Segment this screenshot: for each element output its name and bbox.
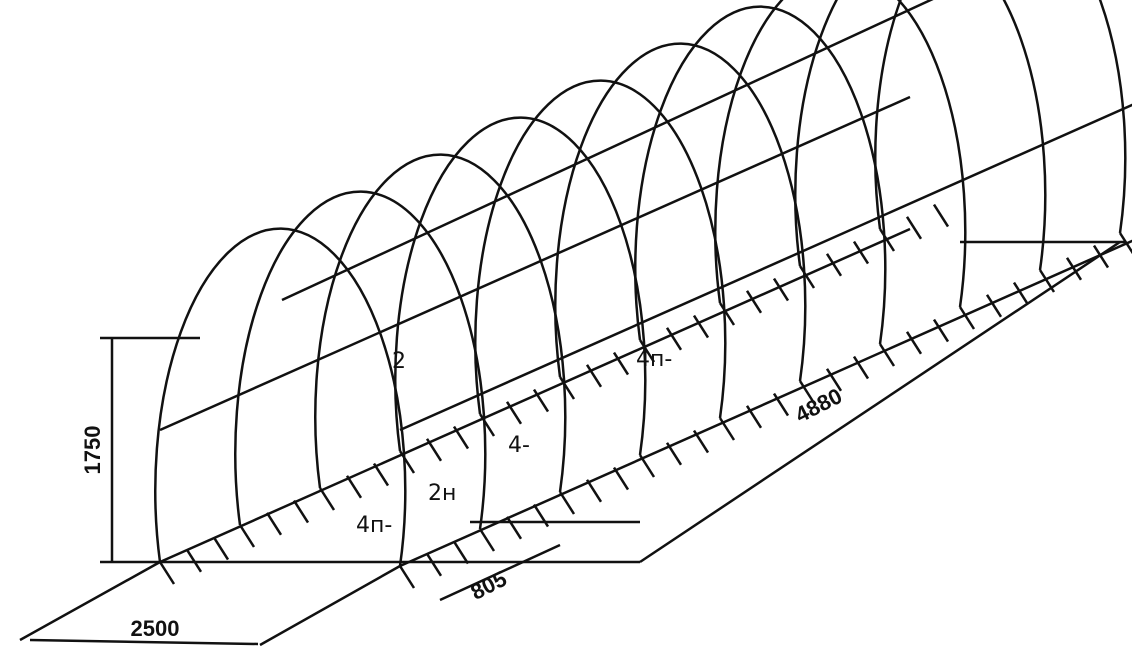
stake xyxy=(238,524,256,548)
stake xyxy=(745,290,763,314)
stake xyxy=(532,388,550,413)
stake xyxy=(745,405,763,429)
stake xyxy=(878,343,896,367)
longitudinal-bar xyxy=(159,227,911,564)
arch xyxy=(314,153,567,493)
stake xyxy=(318,487,336,511)
stake xyxy=(852,355,870,380)
stake xyxy=(718,302,736,326)
stake xyxy=(772,392,790,417)
stake xyxy=(772,277,790,302)
dimension-line xyxy=(439,543,561,602)
stake xyxy=(1012,281,1030,306)
stake xyxy=(425,553,443,577)
stake xyxy=(158,561,176,585)
ground-line xyxy=(19,560,161,642)
longitudinal-bar xyxy=(159,95,911,432)
longitudinal-bar xyxy=(399,103,1132,432)
part-label: 2 xyxy=(392,349,406,374)
stake xyxy=(585,364,603,388)
stake xyxy=(958,306,976,330)
stake xyxy=(852,240,870,265)
ground-line xyxy=(259,564,401,647)
arch xyxy=(714,0,967,308)
stake xyxy=(452,540,470,565)
arch xyxy=(154,227,407,567)
stake xyxy=(932,203,950,228)
stake xyxy=(558,376,576,400)
stake xyxy=(985,294,1003,318)
arch xyxy=(394,116,647,456)
arch xyxy=(874,0,1127,234)
stake xyxy=(665,327,683,351)
stake xyxy=(1065,257,1083,281)
arch xyxy=(234,190,487,530)
stake xyxy=(798,265,816,289)
arch xyxy=(474,79,727,419)
longitudinal-bar xyxy=(399,239,1132,568)
stake xyxy=(612,351,630,376)
stake xyxy=(638,339,656,363)
stake xyxy=(825,368,843,392)
stake xyxy=(825,253,843,277)
stake xyxy=(505,516,523,540)
stake xyxy=(905,216,923,240)
stake xyxy=(585,479,603,503)
stake xyxy=(505,401,523,425)
part-label: 2н xyxy=(428,481,456,506)
part-label: 4- xyxy=(508,433,530,458)
arch xyxy=(794,0,1047,271)
width-dimension: 2500 xyxy=(131,616,180,641)
stake xyxy=(532,503,550,528)
ground-line xyxy=(639,240,1121,564)
stake xyxy=(265,512,283,536)
stake xyxy=(905,331,923,355)
stake xyxy=(292,499,310,524)
part-label: 4п- xyxy=(636,347,672,372)
longitudinal-bar xyxy=(281,0,934,302)
stake xyxy=(212,536,230,561)
stake xyxy=(478,528,496,552)
drawing-lines xyxy=(19,0,1132,647)
stake xyxy=(1092,244,1110,269)
arch xyxy=(634,5,887,345)
stake xyxy=(932,318,950,343)
stake xyxy=(692,314,710,339)
stake xyxy=(398,565,416,589)
stake xyxy=(798,380,816,404)
stake xyxy=(345,475,363,499)
part-label: 4п- xyxy=(356,513,392,538)
arch xyxy=(554,42,807,382)
stake xyxy=(558,491,576,515)
dimension-line xyxy=(29,638,259,646)
height-dimension: 1750 xyxy=(80,426,105,475)
